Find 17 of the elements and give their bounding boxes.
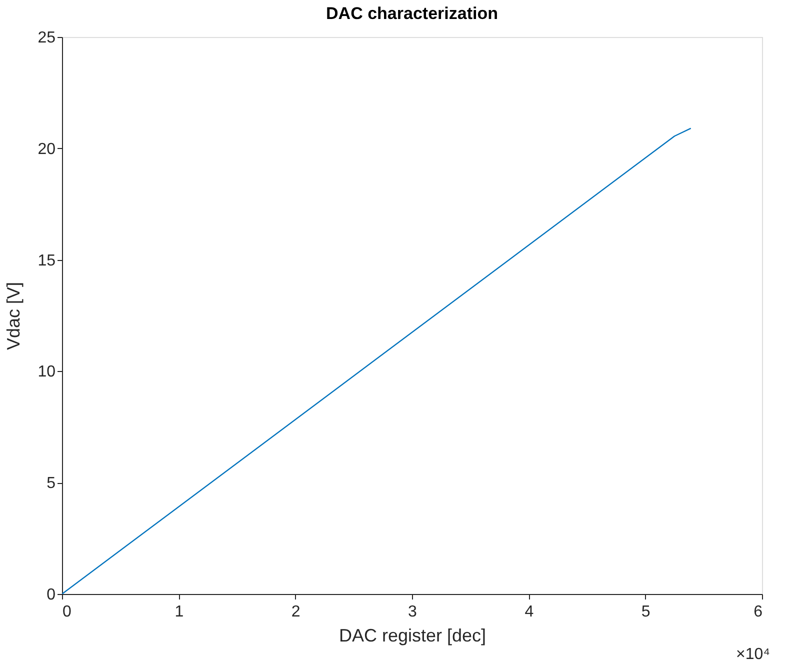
x-tick-label: 6	[754, 604, 763, 620]
chart-title: DAC characterization	[326, 4, 498, 23]
x-tick-label: 3	[408, 604, 418, 620]
x-tick-label: 2	[291, 604, 300, 620]
x-axis-title: DAC register [dec]	[338, 626, 486, 646]
y-tick-label: 15	[38, 252, 56, 270]
x-tick-label: 0	[62, 604, 72, 620]
text: ×10⁴	[736, 646, 770, 663]
y-tick-label: 25	[38, 30, 56, 46]
x-tick-label: 1	[174, 604, 184, 620]
y-axis-title: Vdac [V]	[4, 282, 24, 350]
y-tick-label: 5	[46, 475, 56, 492]
y-tick-label: 10	[38, 364, 56, 381]
y-tick-label: 20	[38, 140, 56, 158]
x-tick-label: 4	[524, 604, 534, 620]
x-tick-label: 5	[641, 604, 650, 620]
y-tick-label: 0	[46, 586, 56, 604]
